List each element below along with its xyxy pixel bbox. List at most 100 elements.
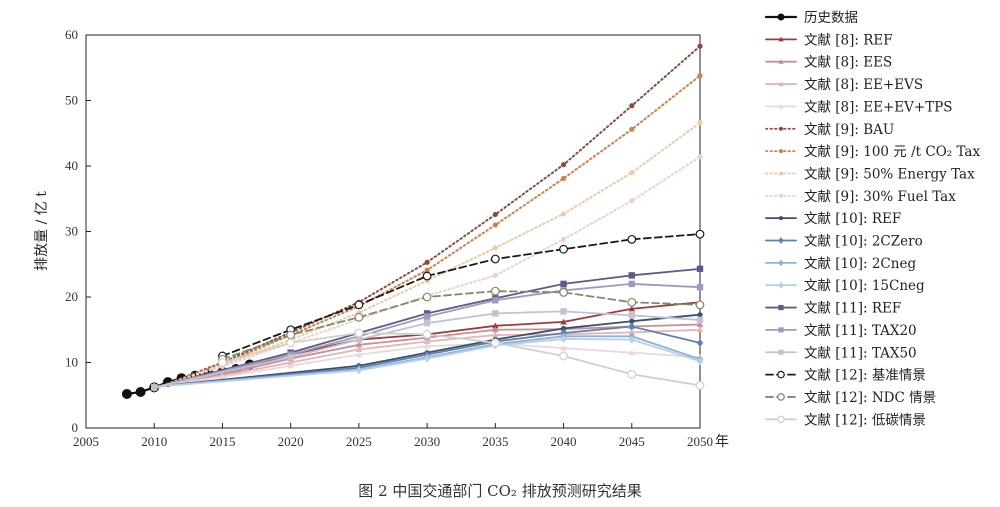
data-point — [560, 280, 567, 288]
data-point — [354, 300, 364, 310]
data-point — [777, 393, 785, 401]
series-18 — [218, 328, 705, 390]
data-point — [135, 386, 146, 397]
legend-label: 文献 [8]: EE+EV+TPS — [804, 99, 953, 115]
data-point — [422, 329, 432, 339]
data-point — [355, 346, 363, 352]
data-point — [778, 304, 784, 311]
data-point — [287, 359, 294, 366]
data-point — [696, 338, 704, 347]
data-point — [629, 103, 635, 109]
data-point — [627, 234, 637, 244]
legend-entry: 文献 [12]: 低碳情景 — [765, 412, 926, 428]
data-point — [492, 272, 498, 278]
data-point — [286, 338, 296, 348]
legend-entry: 文献 [8]: EE+EVS — [765, 77, 923, 93]
series-line — [153, 310, 701, 389]
data-point — [778, 103, 784, 109]
legend-label: 文献 [10]: 15Cneg — [804, 278, 925, 294]
legend-label: 文献 [8]: REF — [804, 32, 893, 48]
x-tick-label: 2010 — [141, 434, 167, 449]
data-point — [492, 331, 499, 338]
y-tick-label: 50 — [65, 93, 78, 108]
data-point — [492, 211, 498, 218]
legend-entry: 文献 [8]: EE+EV+TPS — [765, 99, 953, 115]
legend-entry: 文献 [10]: 2CZero — [765, 234, 923, 250]
legend-label: 文献 [12]: 基准情景 — [804, 367, 926, 384]
data-point — [779, 149, 783, 154]
data-point — [695, 300, 705, 310]
data-point — [628, 322, 635, 331]
data-point — [560, 344, 567, 351]
data-point — [779, 216, 783, 221]
data-point — [121, 388, 132, 399]
data-point — [219, 373, 226, 380]
legend-label: 文献 [11]: REF — [804, 301, 901, 317]
y-axis-label: 排放量 / 亿 t — [34, 191, 50, 271]
data-point — [697, 154, 703, 160]
legend-label: 文献 [12]: NDC 情景 — [804, 390, 936, 406]
data-point — [560, 334, 567, 343]
data-point — [560, 175, 567, 182]
legend-entry: 文献 [12]: NDC 情景 — [765, 390, 936, 406]
data-point — [778, 237, 784, 244]
legend-entry: 文献 [9]: 50% Energy Tax — [765, 166, 975, 182]
series-15 — [151, 308, 704, 391]
data-point — [560, 162, 567, 168]
data-point — [492, 326, 499, 333]
data-point — [560, 236, 567, 242]
data-point — [696, 326, 704, 333]
data-point — [354, 328, 364, 338]
data-point — [490, 254, 500, 264]
x-tick-label: 2025 — [346, 434, 372, 449]
x-tick-label: 2020 — [278, 434, 304, 449]
legend-label: 文献 [9]: 30% Fuel Tax — [804, 189, 956, 205]
data-point — [492, 310, 499, 317]
data-point — [629, 198, 635, 204]
legend-label: 历史数据 — [804, 10, 858, 26]
legend-entry: 历史数据 — [764, 10, 858, 26]
y-tick-label: 10 — [65, 355, 78, 370]
data-point — [629, 169, 635, 176]
data-point — [423, 310, 431, 317]
data-point — [628, 280, 635, 288]
legend-entry: 文献 [9]: 30% Fuel Tax — [765, 189, 956, 205]
data-point — [696, 265, 704, 273]
data-point — [777, 13, 785, 21]
data-point — [697, 312, 703, 318]
data-point — [628, 349, 635, 356]
data-point — [424, 259, 430, 265]
x-tick-label: 2030 — [414, 434, 440, 449]
data-point — [355, 366, 363, 375]
data-point — [490, 338, 500, 348]
y-tick-label: 60 — [65, 27, 78, 42]
series-line — [153, 267, 701, 389]
data-point — [779, 171, 783, 176]
figure-caption: 图 2 中国交通部门 CO₂ 排放预测研究结果 — [358, 482, 641, 500]
data-point — [560, 211, 567, 217]
data-point — [492, 245, 498, 251]
data-point — [423, 342, 431, 349]
data-point — [560, 308, 567, 315]
data-point — [559, 244, 568, 254]
data-point — [778, 349, 784, 355]
legend-entry: 文献 [10]: 15Cneg — [765, 278, 925, 294]
data-point — [778, 259, 784, 267]
data-point — [628, 329, 635, 335]
data-point — [628, 335, 635, 344]
data-point — [423, 354, 431, 363]
x-tick-label: 2045 — [619, 434, 645, 449]
legend-label: 文献 [9]: BAU — [804, 122, 894, 138]
legend-label: 文献 [10]: 2Cneg — [804, 256, 916, 272]
data-point — [559, 351, 568, 361]
data-point — [423, 313, 431, 320]
data-point — [697, 73, 703, 79]
legend-label: 文献 [8]: EE+EVS — [804, 77, 923, 93]
legend-entry: 文献 [8]: REF — [765, 32, 893, 48]
data-point — [778, 36, 784, 42]
data-point — [151, 384, 158, 391]
data-point — [490, 286, 500, 296]
